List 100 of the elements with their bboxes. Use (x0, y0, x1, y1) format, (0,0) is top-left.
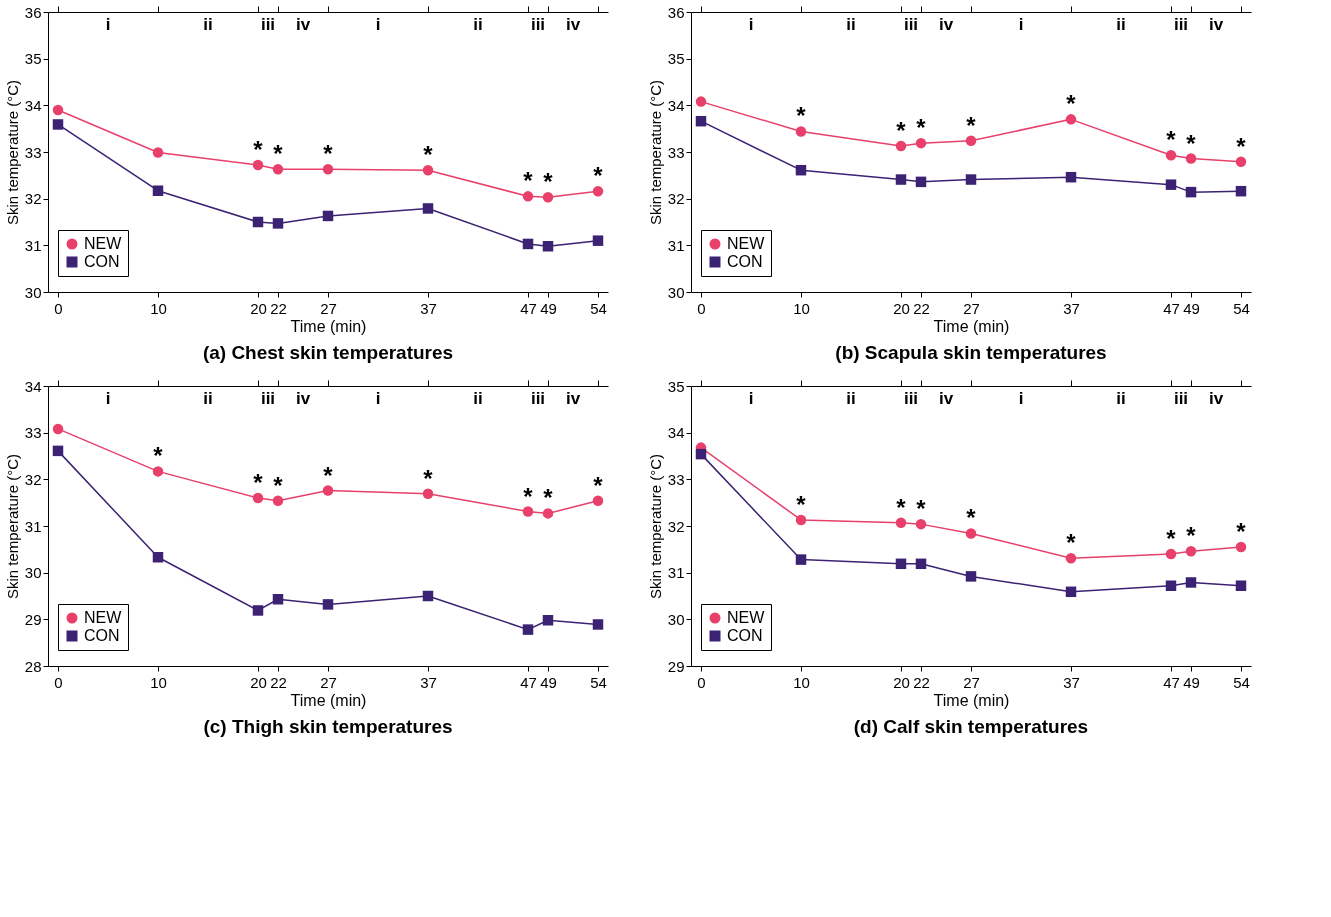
point (152, 552, 164, 563)
legend-label: NEW (84, 235, 123, 252)
annotation: i (1018, 389, 1024, 408)
y-tick-label: 31 (24, 236, 42, 254)
annotation: * (1166, 126, 1177, 154)
point (422, 590, 434, 602)
x-tick-label: 10 (150, 673, 167, 691)
y-tick-label: 33 (24, 143, 42, 161)
point (795, 514, 807, 526)
point (1065, 586, 1077, 598)
y-tick-label: 33 (667, 143, 685, 161)
point (965, 571, 977, 582)
y-tick-label: 33 (667, 470, 685, 488)
point (915, 558, 927, 570)
point (895, 140, 907, 152)
point (322, 599, 334, 610)
text: (a) Chest skin temperatures (202, 342, 454, 363)
annotation: * (523, 482, 534, 510)
x-tick-label: 37 (1063, 299, 1080, 317)
point (592, 185, 604, 197)
point (252, 216, 264, 228)
annotation: i (748, 389, 754, 408)
x-axis-title: Time (min) (933, 691, 1010, 709)
point (895, 517, 907, 528)
point (1165, 548, 1177, 560)
x-tick-label: 20 (893, 673, 910, 691)
y-tick-label: 29 (24, 610, 42, 628)
annotation: ii (1116, 15, 1126, 34)
y-tick-label: 35 (667, 377, 685, 395)
annotation: * (323, 461, 334, 489)
y-tick-label: 32 (24, 470, 42, 488)
x-tick-label: 0 (697, 673, 706, 691)
y-tick-label: 34 (24, 377, 42, 395)
y-tick-label: 34 (667, 96, 685, 114)
annotation: iv (1208, 15, 1224, 34)
annotation: * (1186, 129, 1197, 157)
annotation: * (543, 168, 554, 196)
x-tick-label: 37 (420, 299, 437, 317)
point (1065, 171, 1077, 183)
y-tick-label: 36 (667, 3, 685, 21)
annotation: * (1186, 522, 1197, 550)
annotation: * (543, 484, 554, 512)
x-tick-label: 0 (54, 673, 63, 691)
x-axis-title: Time (min) (290, 317, 367, 335)
annotation: iv (938, 15, 954, 34)
annotation: * (916, 114, 927, 142)
point (965, 135, 977, 147)
point (52, 423, 64, 435)
annotation: iv (938, 389, 954, 408)
annotation: * (966, 111, 977, 139)
annotation: * (253, 136, 264, 164)
point (915, 518, 927, 530)
annotation: ii (203, 389, 213, 408)
annotation: ii (846, 389, 856, 408)
point (1165, 150, 1177, 161)
y-axis-title: Skin temperature (°C) (3, 453, 21, 600)
y-tick-label: 29 (667, 657, 685, 675)
annotation: i (105, 15, 111, 34)
x-tick-label: 20 (250, 299, 267, 317)
point (592, 235, 604, 246)
annotation: * (796, 102, 807, 130)
y-tick-label: 32 (24, 190, 42, 208)
point (915, 176, 927, 188)
point (272, 218, 284, 229)
point (542, 615, 554, 626)
x-tick-label: 47 (1163, 299, 1180, 317)
annotation: * (423, 141, 434, 169)
point (1185, 153, 1197, 164)
point (915, 137, 927, 149)
x-tick-label: 49 (540, 673, 557, 691)
x-tick-label: 27 (963, 299, 980, 317)
annotation: iv (295, 15, 311, 34)
annotation: iii (530, 15, 546, 34)
annotation: ii (1116, 389, 1126, 408)
annotation: iv (565, 15, 581, 34)
point (252, 605, 264, 616)
y-tick-label: 31 (667, 564, 685, 582)
y-tick-label: 32 (667, 190, 685, 208)
x-tick-label: 0 (54, 299, 63, 317)
annotation: * (966, 504, 977, 532)
text: (d) Calf skin temperatures (853, 716, 1089, 737)
annotation: iv (295, 389, 311, 408)
y-axis-title: Skin temperature (°C) (646, 453, 664, 600)
point (322, 485, 334, 496)
point (1065, 114, 1077, 125)
legend-label: NEW (84, 609, 123, 626)
point (522, 238, 534, 250)
annotation: * (273, 471, 284, 499)
point (592, 495, 604, 507)
x-tick-label: 22 (270, 673, 287, 691)
point (1165, 179, 1177, 190)
point (522, 506, 534, 517)
point (542, 192, 554, 203)
x-tick-label: 20 (250, 673, 267, 691)
annotation: * (253, 469, 264, 496)
annotation: iv (1208, 389, 1224, 408)
annotation: i (375, 15, 381, 34)
point (895, 174, 907, 185)
x-tick-label: 20 (893, 299, 910, 317)
point (1165, 580, 1177, 591)
